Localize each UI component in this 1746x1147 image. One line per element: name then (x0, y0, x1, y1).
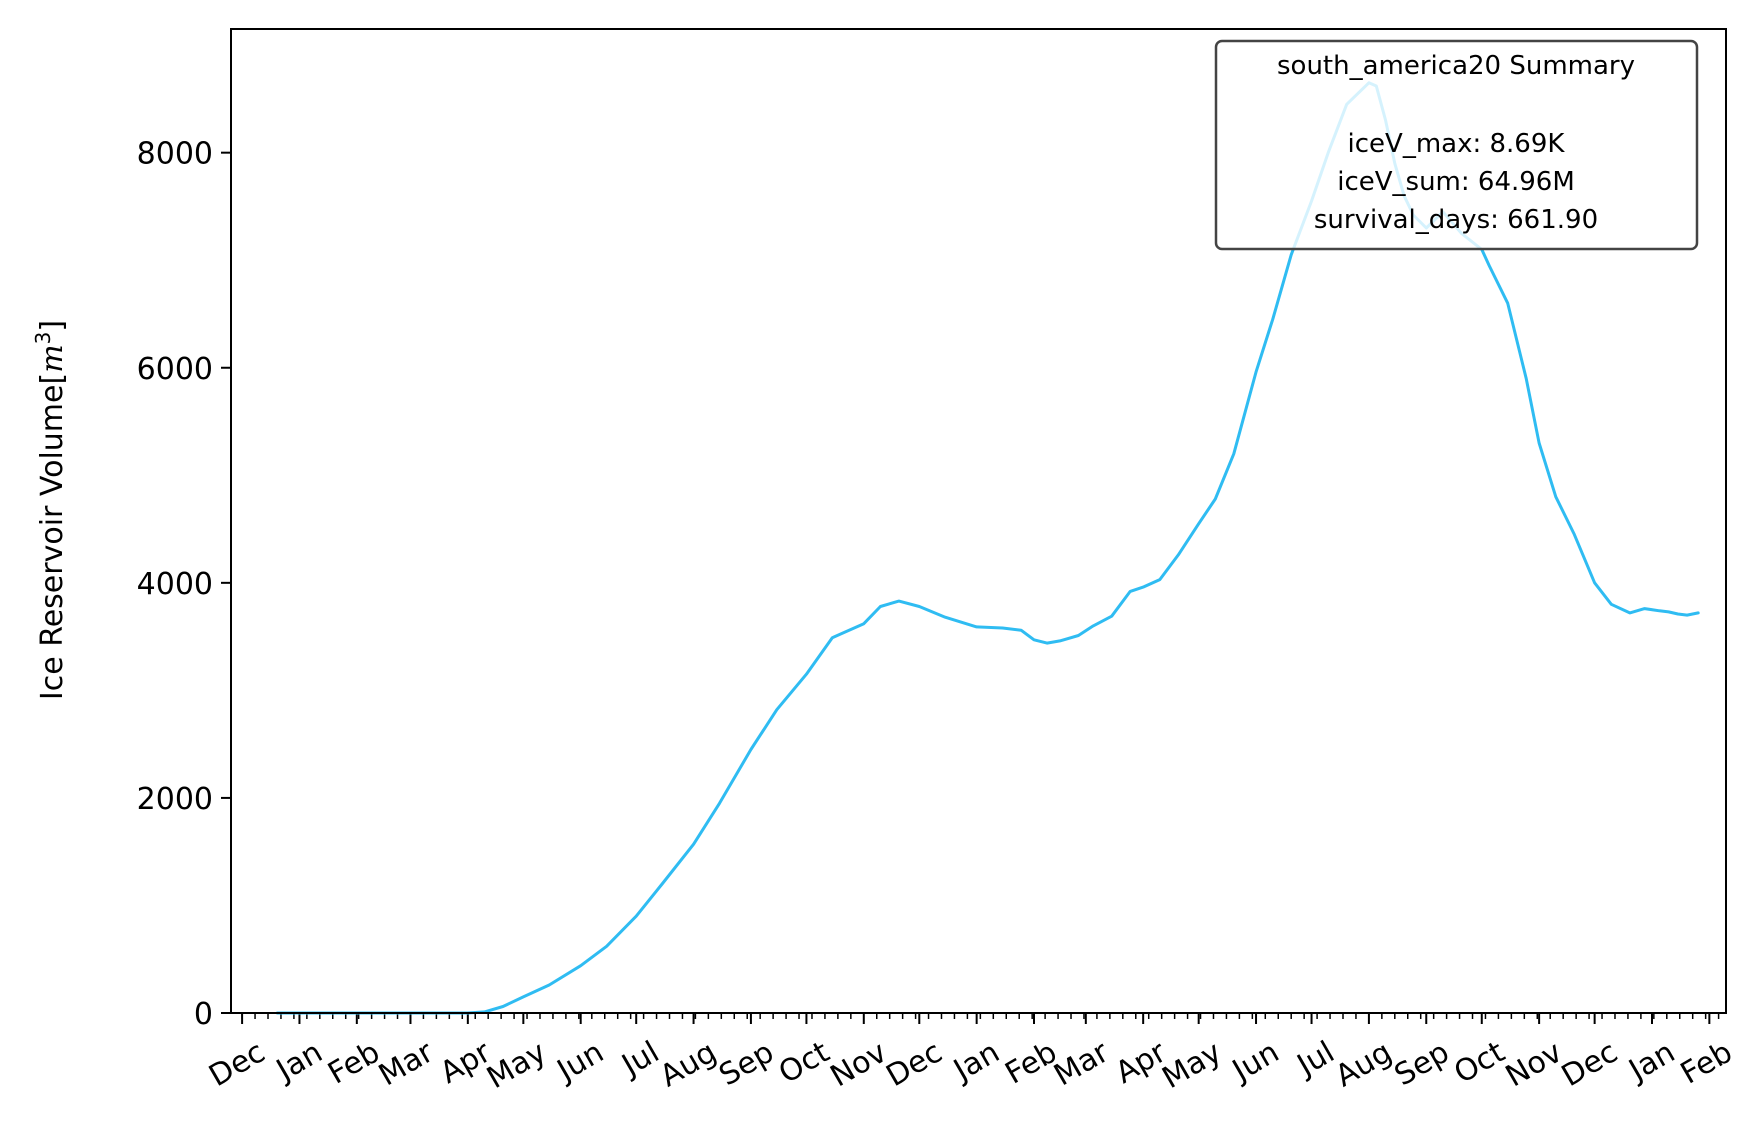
y-axis-label-exp: 3 (31, 332, 55, 345)
summary-legend: south_america20 Summary iceV_max: 8.69K … (1214, 39, 1699, 251)
y-tick-label: 0 (194, 997, 213, 1032)
y-tick-label: 8000 (137, 137, 213, 172)
y-tick-label: 2000 (137, 782, 213, 817)
y-axis-label-close: ] (35, 320, 70, 332)
legend-title: south_america20 Summary (1277, 51, 1635, 81)
plot-frame (230, 28, 1727, 1014)
y-tick-label: 4000 (137, 567, 213, 602)
legend-line-icev-max: iceV_max: 8.69K (1348, 129, 1566, 159)
series-layer (275, 81, 1700, 1015)
y-axis-label-text: Ice Reservoir Volume[ (35, 373, 70, 700)
y-axis-ticks: 0 2000 4000 6000 8000 (137, 137, 231, 1032)
y-axis-label-var: m (35, 344, 70, 372)
legend-box (1214, 39, 1699, 251)
y-tick-label: 6000 (137, 352, 213, 387)
series-line (275, 81, 1700, 1015)
y-axis-label: Ice Reservoir Volume[m3] (31, 320, 70, 700)
legend-line-icev-sum: iceV_sum: 64.96M (1337, 167, 1575, 197)
legend-line-survival-days: survival_days: 661.90 (1314, 205, 1598, 235)
